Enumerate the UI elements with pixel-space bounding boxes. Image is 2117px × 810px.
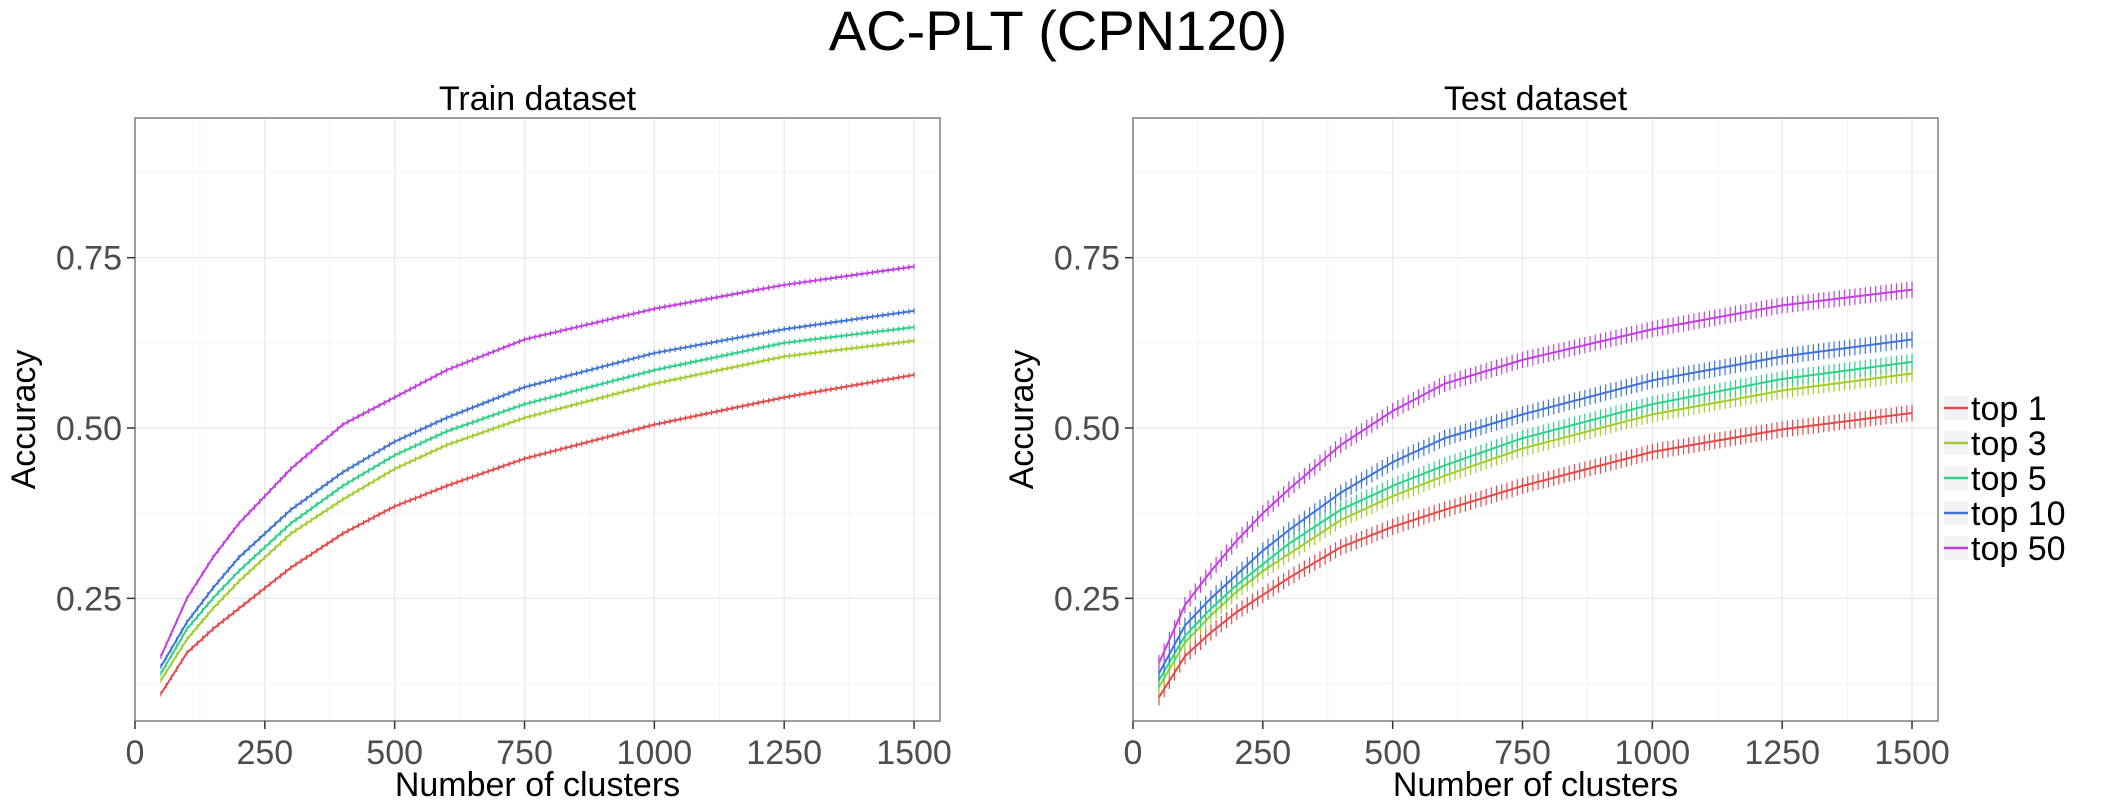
legend-item-top-1: top 1: [1944, 390, 2047, 428]
x-axis-title: Number of clusters: [1393, 766, 1678, 804]
error-bars-top-3: [160, 338, 915, 683]
x-tick-label: 750: [1494, 734, 1551, 772]
legend-item-top-10: top 10: [1944, 495, 2066, 533]
panel-train: 0 250 500 750 1000 1250 1500 0.25 0.50 0.75 Train …: [5, 80, 952, 804]
panel-background: [1133, 118, 1938, 721]
error-bars-top-10: [160, 308, 915, 670]
error-bars-top-50: [160, 263, 915, 659]
panel-test: 0 250 500 750 1000 1250 1500 0.25 0.50 0.75 Test d…: [1003, 80, 1950, 804]
x-tick-label: 1250: [746, 734, 822, 772]
error-bars-top-1: [1158, 404, 1913, 706]
error-bars-top-5: [160, 324, 915, 677]
y-axis-title: Accuracy: [5, 350, 43, 490]
chart-panels: 0 250 500 750 1000 1250 1500 0.25 0.50 0.75 Train …: [5, 80, 1950, 804]
x-tick-label: 500: [366, 734, 423, 772]
legend-label: top 3: [1971, 425, 2047, 463]
legend-item-top-3: top 3: [1944, 425, 2047, 463]
y-tick-label: 0.50: [56, 410, 122, 448]
error-bars-top-50: [1158, 281, 1913, 672]
y-tick-label: 0.50: [1054, 410, 1120, 448]
x-tick-label: 1000: [617, 734, 693, 772]
y-tick-label: 0.75: [56, 240, 122, 278]
panel-border: [134, 117, 941, 722]
x-tick-label: 250: [1234, 734, 1291, 772]
chart-title: AC-PLT (CPN120): [829, 0, 1288, 62]
x-tick-label: 1250: [1744, 734, 1820, 772]
x-tick-label: 250: [236, 734, 293, 772]
legend-label: top 50: [1971, 530, 2066, 568]
legend-label: top 10: [1971, 495, 2066, 533]
panel-background: [135, 118, 940, 721]
panel-title: Test dataset: [1444, 80, 1628, 118]
x-axis-title: Number of clusters: [395, 766, 680, 804]
panel-title: Train dataset: [439, 80, 637, 118]
x-tick-label: 750: [496, 734, 553, 772]
x-tick-label: 1000: [1615, 734, 1691, 772]
y-tick-label: 0.25: [1054, 580, 1120, 618]
x-tick-label: 1500: [1874, 734, 1950, 772]
y-tick-label: 0.25: [56, 580, 122, 618]
y-tick-label: 0.75: [1054, 240, 1120, 278]
panel-border: [1132, 117, 1939, 722]
x-tick-label: 1500: [876, 734, 952, 772]
x-tick-label: 0: [1124, 734, 1143, 772]
y-axis-title: Accuracy: [1003, 350, 1041, 490]
legend-item-top-50: top 50: [1944, 530, 2066, 568]
error-bars-top-10: [1158, 331, 1913, 682]
legend-item-top-5: top 5: [1944, 460, 2047, 498]
x-tick-label: 500: [1364, 734, 1421, 772]
legend-label: top 5: [1971, 460, 2047, 498]
legend-label: top 1: [1971, 390, 2047, 428]
error-bars-top-1: [160, 372, 915, 697]
x-tick-label: 0: [126, 734, 145, 772]
